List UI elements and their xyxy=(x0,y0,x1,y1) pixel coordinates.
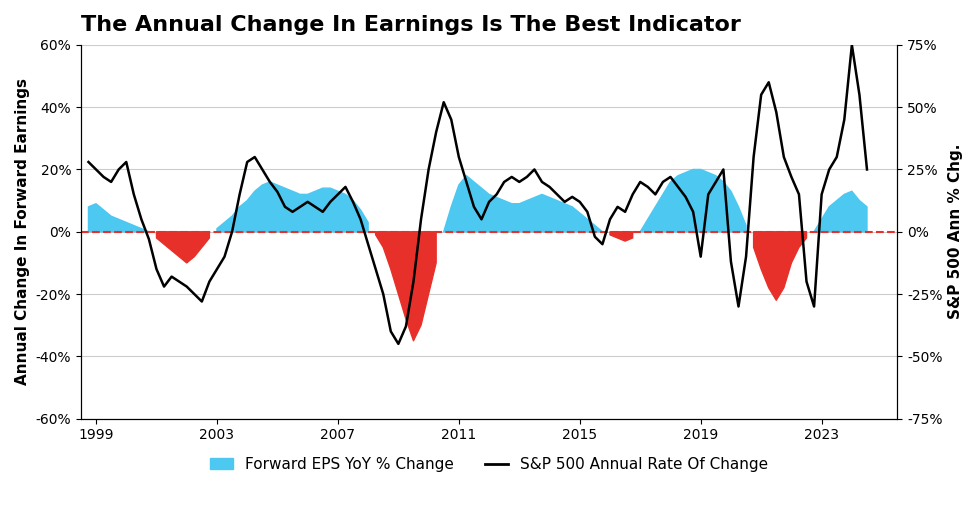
Text: The Annual Change In Earnings Is The Best Indicator: The Annual Change In Earnings Is The Bes… xyxy=(81,15,740,35)
Y-axis label: Annual Change In Forward Earnings: Annual Change In Forward Earnings xyxy=(15,78,30,385)
Legend: Forward EPS YoY % Change, S&P 500 Annual Rate Of Change: Forward EPS YoY % Change, S&P 500 Annual… xyxy=(204,451,774,478)
Y-axis label: S&P 500 Ann % Chg.: S&P 500 Ann % Chg. xyxy=(947,144,962,319)
